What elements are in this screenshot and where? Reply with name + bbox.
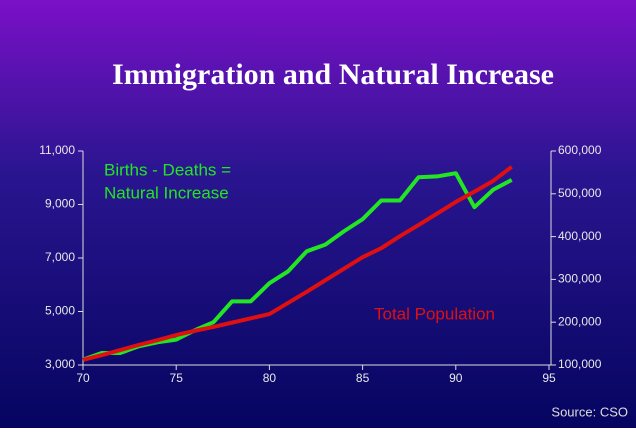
x-tick-label: 90 xyxy=(449,371,463,385)
annotation: Natural Increase xyxy=(104,183,229,202)
x-tick-label: 75 xyxy=(170,371,184,385)
y-tick-label: 11,000 xyxy=(39,143,75,157)
y2-tick-label: 300,000 xyxy=(558,272,602,286)
y2-tick-label: 600,000 xyxy=(558,143,602,157)
y2-tick-label: 400,000 xyxy=(558,229,602,243)
annotation: Total Population xyxy=(374,304,495,323)
x-tick-label: 80 xyxy=(263,371,277,385)
y2-tick-label: 200,000 xyxy=(558,314,602,328)
x-tick-label: 85 xyxy=(356,371,370,385)
y-tick-label: 7,000 xyxy=(45,250,75,264)
y-tick-label: 5,000 xyxy=(45,304,75,318)
y2-tick-label: 100,000 xyxy=(558,357,602,371)
chart-title: Immigration and Natural Increase xyxy=(112,58,554,91)
x-tick-label: 95 xyxy=(542,371,556,385)
annotation: Births - Deaths = xyxy=(104,160,231,179)
y-tick-label: 9,000 xyxy=(45,197,75,211)
series-line xyxy=(82,165,513,362)
y2-tick-label: 500,000 xyxy=(558,186,602,200)
x-tick-label: 70 xyxy=(76,371,90,385)
source: Source: CSO xyxy=(551,404,628,419)
y-tick-label: 3,000 xyxy=(45,357,75,371)
